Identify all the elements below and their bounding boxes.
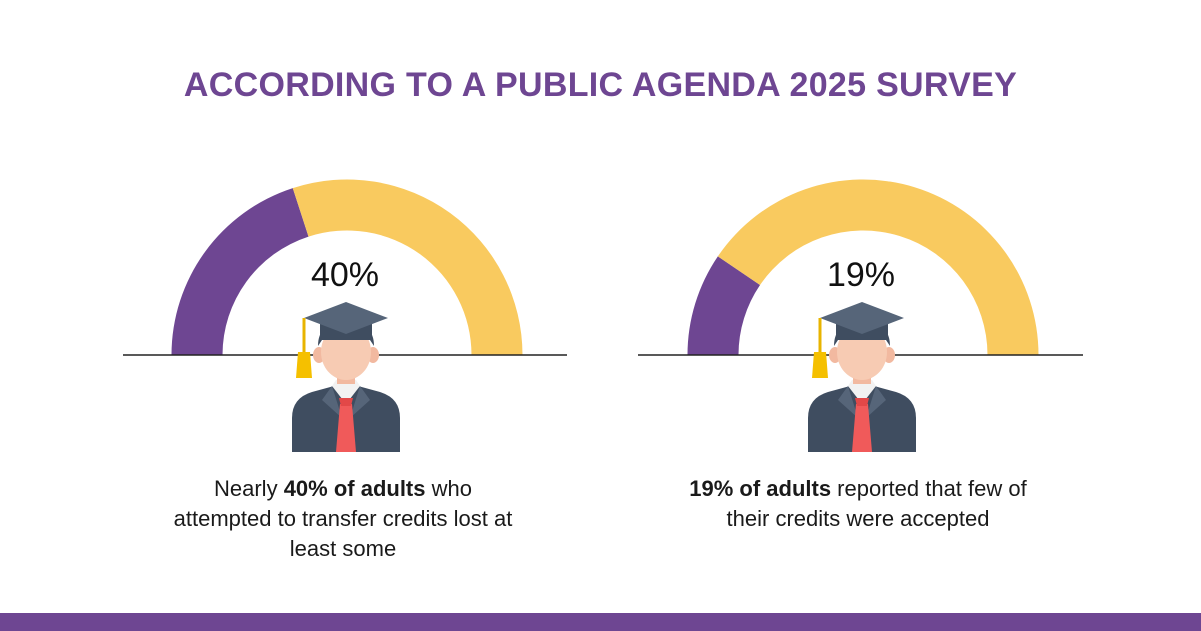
bottom-bar: [0, 613, 1201, 631]
gauge-segment-remainder: [292, 179, 523, 355]
graduate-icon: [292, 302, 400, 452]
gauge-value-label-right: 19%: [826, 256, 896, 294]
caption-right-bold: 19% of adults: [689, 476, 832, 501]
gauge-segment-remainder: [717, 179, 1039, 355]
caption-left-before: Nearly: [214, 476, 284, 501]
graduate-icon: [808, 302, 916, 452]
gauge-right: [687, 179, 1039, 355]
gauge-segment-highlight: [171, 188, 309, 355]
caption-left-bold: 40% of adults: [283, 476, 426, 501]
caption-left-after: who attempted to transfer credits lost a…: [173, 476, 513, 561]
page-title: ACCORDING TO A PUBLIC AGENDA 2025 SURVEY: [183, 66, 1018, 104]
caption-right: 19% of adults reported that few of their…: [678, 474, 1038, 534]
caption-left: Nearly 40% of adults who attempted to tr…: [163, 474, 523, 564]
gauge-value-label-left: 40%: [310, 256, 380, 294]
gauge-left: [171, 179, 523, 355]
gauge-segment-highlight: [687, 256, 761, 355]
caption-right-after: reported that few of their credits were …: [726, 476, 1027, 531]
